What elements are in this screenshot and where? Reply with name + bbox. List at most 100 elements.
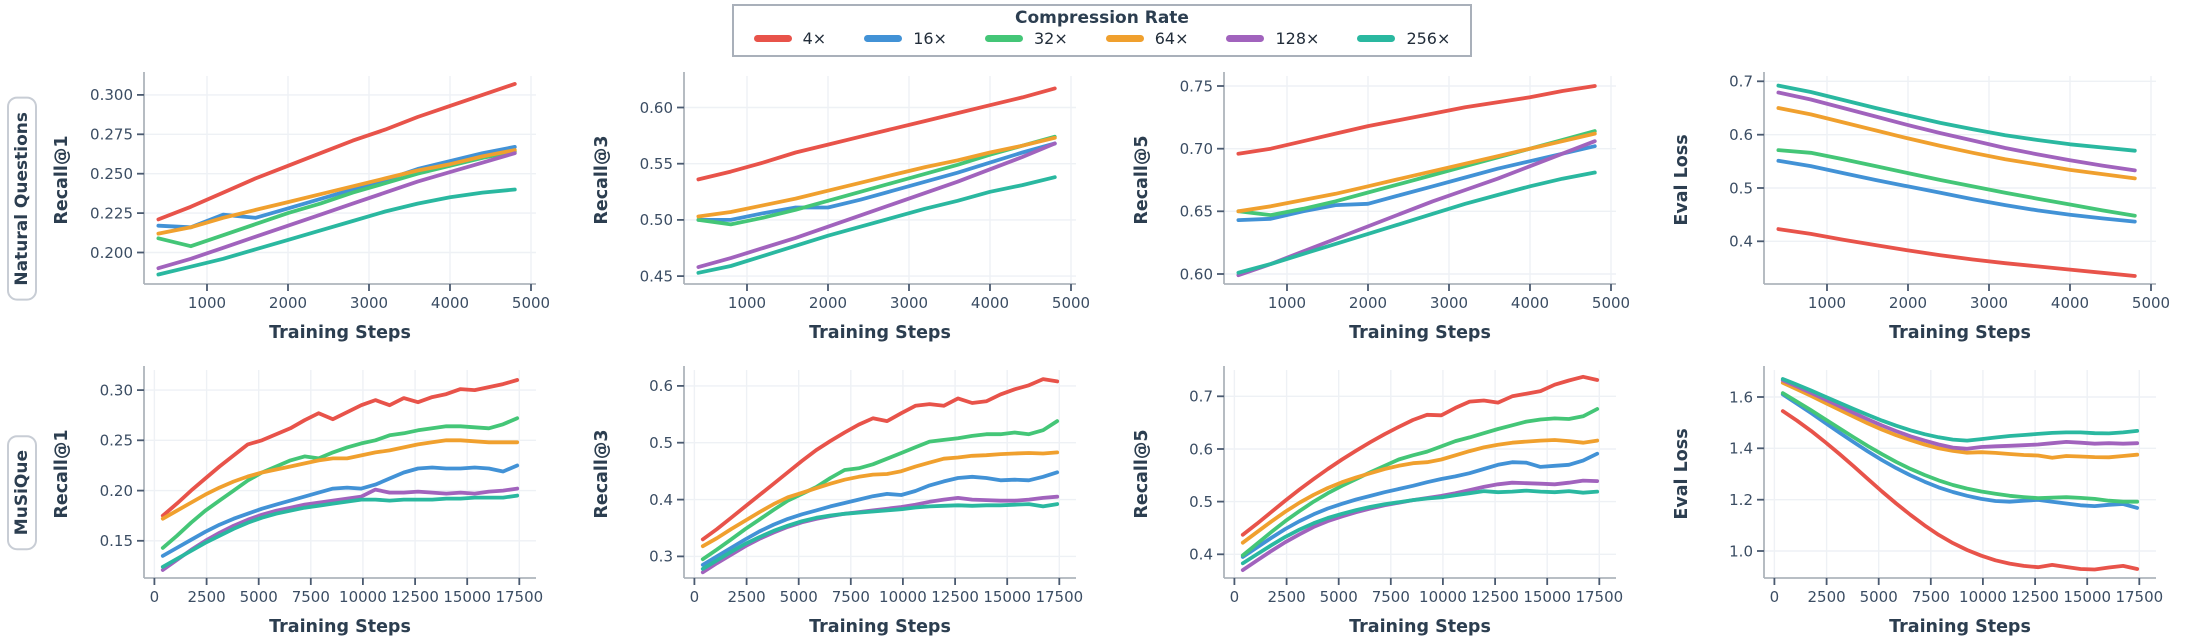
x-tick-label: 2500: [728, 588, 766, 606]
series-line-32x: [1240, 407, 1600, 558]
y-axis-label: Recall@1: [52, 429, 72, 518]
y-tick-label: 0.30: [100, 381, 133, 399]
chart-natural-questions-recall-at-3: 1000 2000 3000 4000 5000 0.45 0.50 0.55 0.60 Reca…: [584, 52, 1124, 346]
series-line-64x: [1240, 438, 1600, 545]
chart-svg: 0 2500 5000 7500 10000 12500 15000 17500 1.0 1.2 1…: [1672, 366, 2163, 637]
series-line-256x: [160, 493, 520, 569]
y-axis-label: Recall@1: [52, 135, 72, 224]
legend-swatch-64x: [1105, 35, 1144, 42]
x-tick-label: 12500: [2011, 588, 2059, 606]
chart-svg: 1000 2000 3000 4000 5000 0.60 0.65 0.70 0.75 Reca…: [1132, 72, 1630, 343]
x-tick-label: 5000: [512, 294, 550, 312]
series-line-4x: [1780, 409, 2140, 572]
y-tick-label: 0.20: [100, 482, 133, 500]
series-line-16x: [700, 470, 1060, 567]
x-axis-label: Training Steps: [1889, 323, 2031, 343]
legend-row: Compression Rate 4× 16× 32× 64× 128× 256×: [0, 0, 2204, 57]
row-label-natural-questions: Natural Questions: [7, 97, 37, 301]
y-tick-label: 1.4: [1729, 440, 1753, 458]
row-musique: MuSiQue 0 2500 5000 7500 10000 12500 15000 1750…: [0, 346, 2204, 640]
x-tick-label: 5000: [2132, 294, 2170, 312]
y-tick-label: 0.6: [1189, 440, 1213, 458]
y-tick-label: 0.7: [1189, 388, 1213, 406]
y-axis-label: Eval Loss: [1672, 134, 1692, 225]
y-tick-label: 0.50: [640, 211, 673, 229]
series-line-256x: [1240, 488, 1600, 566]
series-line-256x: [696, 175, 1057, 275]
legend-item-label-16x: 16×: [913, 29, 947, 48]
x-tick-label: 17500: [495, 588, 543, 606]
series-line-256x: [1776, 83, 2137, 153]
legend-item-label-32x: 32×: [1033, 29, 1068, 48]
y-axis-label: Recall@5: [1132, 135, 1152, 224]
series-line-32x: [1780, 391, 2140, 504]
y-tick-label: 0.225: [90, 204, 133, 222]
chart-natural-questions-recall-at-1: 1000 2000 3000 4000 5000 0.200 0.225 0.250 0.275…: [44, 52, 584, 346]
y-tick-label: 0.65: [1180, 203, 1213, 221]
legend-swatch-128x: [1226, 35, 1265, 42]
series-line-16x: [156, 145, 517, 230]
y-tick-label: 0.15: [100, 532, 133, 550]
series-line-4x: [160, 378, 520, 518]
chart-svg: 1000 2000 3000 4000 5000 0.200 0.225 0.250 0.275…: [52, 72, 550, 343]
chart-musique-eval-loss: 0 2500 5000 7500 10000 12500 15000 17500 1.0 1.2 1…: [1664, 346, 2204, 640]
series-line-32x: [160, 416, 520, 550]
series-line-256x: [156, 187, 517, 277]
x-tick-label: 12500: [391, 588, 439, 606]
series-line-64x: [1776, 106, 2137, 181]
y-tick-label: 0.250: [90, 165, 133, 183]
x-tick-label: 0: [1230, 588, 1240, 606]
series-line-128x: [696, 141, 1057, 270]
series-line-16x: [1240, 451, 1600, 559]
x-tick-label: 5000: [1052, 294, 1090, 312]
series-line-4x: [1776, 227, 2137, 278]
y-tick-label: 1.2: [1729, 491, 1753, 509]
legend-swatch-32x: [984, 35, 1023, 42]
x-tick-label: 15000: [2063, 588, 2111, 606]
y-tick-label: 0.300: [90, 86, 133, 104]
y-tick-label: 0.55: [640, 155, 673, 173]
series-line-16x: [696, 141, 1057, 222]
series-line-16x: [160, 463, 520, 558]
series-line-4x: [1240, 374, 1600, 537]
series-line-128x: [156, 151, 517, 271]
legend-item-label-4x: 4×: [802, 29, 827, 48]
y-tick-label: 0.6: [1729, 126, 1753, 144]
x-tick-label: 0: [1770, 588, 1780, 606]
x-tick-label: 2500: [188, 588, 226, 606]
x-tick-label: 4000: [1511, 294, 1549, 312]
x-axis-label: Training Steps: [1349, 323, 1491, 343]
series-line-64x: [156, 148, 517, 236]
x-tick-label: 10000: [879, 588, 927, 606]
series-line-64x: [160, 438, 520, 521]
x-tick-label: 4000: [2051, 294, 2089, 312]
x-tick-label: 1000: [188, 294, 226, 312]
legend-item-64x: 64×: [1105, 29, 1189, 48]
series-line-16x: [1780, 392, 2140, 510]
x-tick-label: 1000: [1268, 294, 1306, 312]
y-tick-label: 0.75: [1180, 77, 1213, 95]
x-tick-label: 12500: [1471, 588, 1519, 606]
x-tick-label: 2000: [1349, 294, 1387, 312]
x-tick-label: 2500: [1268, 588, 1306, 606]
series-line-64x: [1236, 131, 1597, 214]
legend-items: 4× 16× 32× 64× 128× 256×: [753, 29, 1450, 48]
x-axis-label: Training Steps: [269, 617, 411, 637]
x-tick-label: 0: [150, 588, 160, 606]
x-tick-label: 2000: [1889, 294, 1927, 312]
chart-svg: 0 2500 5000 7500 10000 12500 15000 17500 0.3 0.4 0…: [592, 366, 1083, 637]
y-tick-label: 0.4: [1729, 233, 1753, 251]
y-tick-label: 0.45: [640, 267, 673, 285]
y-tick-label: 0.200: [90, 244, 133, 262]
legend-item-label-64x: 64×: [1154, 29, 1189, 48]
legend-item-128x: 128×: [1226, 29, 1319, 48]
series-line-64x: [700, 450, 1060, 549]
chart-svg: 1000 2000 3000 4000 5000 0.4 0.5 0.6 0.7 Eval Los…: [1672, 72, 2170, 343]
x-tick-label: 17500: [2115, 588, 2163, 606]
series-line-64x: [696, 135, 1057, 219]
x-tick-label: 0: [690, 588, 700, 606]
y-tick-label: 0.6: [649, 377, 673, 395]
legend-swatch-16x: [864, 35, 903, 42]
series-line-64x: [1780, 380, 2140, 460]
x-axis-label: Training Steps: [1889, 617, 2031, 637]
